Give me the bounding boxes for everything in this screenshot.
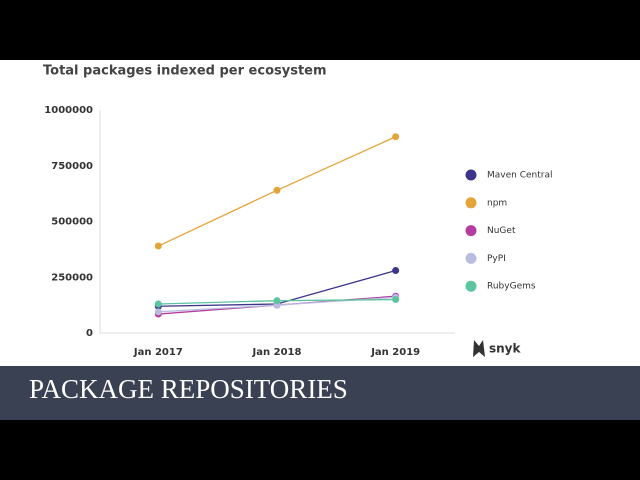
y-tick-label: 500000 [51, 217, 93, 228]
y-tick-label: 250000 [51, 272, 93, 283]
y-tick-label: 1000000 [44, 105, 93, 116]
banner: PACKAGE REPOSITORIES [29, 374, 348, 404]
legend-label: NuGet [487, 226, 516, 236]
legend-label: RubyGems [487, 282, 536, 292]
x-tick-label: Jan 2017 [133, 347, 183, 358]
legend-swatch [465, 280, 477, 292]
logo: snyk [489, 342, 522, 356]
data-point [392, 133, 400, 141]
legend-label: Maven Central [487, 171, 552, 181]
legend-swatch [465, 225, 477, 237]
legend-label: npm [487, 198, 507, 208]
legend-swatch [465, 197, 477, 209]
data-point [154, 242, 162, 250]
data-point [154, 308, 162, 316]
legend-swatch [465, 252, 477, 264]
data-point [392, 267, 400, 275]
y-tick-label: 750000 [51, 161, 93, 172]
slide [0, 60, 640, 366]
x-tick-label: Jan 2019 [370, 347, 420, 358]
data-point [273, 297, 281, 305]
legend-label: PyPI [487, 254, 506, 264]
legend-swatch [465, 169, 477, 181]
y-tick-label: 0 [86, 328, 93, 339]
data-point [273, 186, 281, 194]
banner-bg [0, 366, 640, 420]
chart-title: Total packages indexed per ecosystem [43, 64, 327, 79]
x-tick-label: Jan 2018 [252, 347, 302, 358]
data-point [392, 296, 400, 304]
data-point [154, 300, 162, 308]
logo-icon [473, 340, 485, 357]
